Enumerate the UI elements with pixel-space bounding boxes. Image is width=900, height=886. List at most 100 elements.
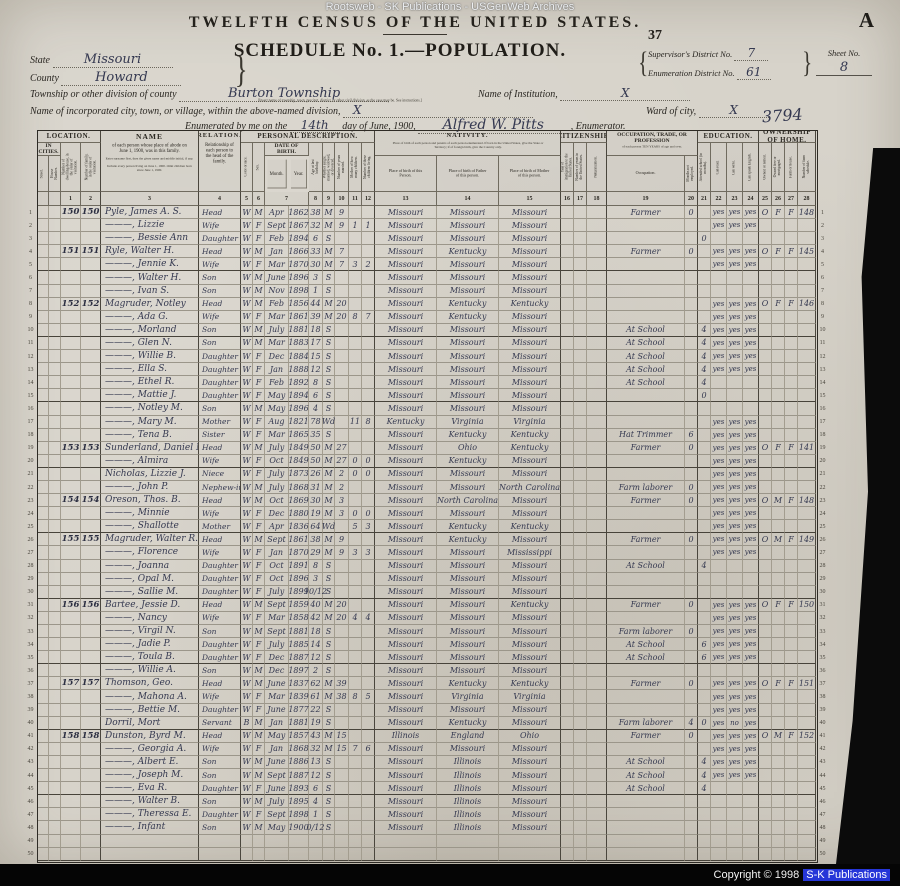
r47-relation: Daughter	[199, 808, 241, 822]
r26-naturalization	[587, 533, 607, 547]
r38-marital: M	[323, 690, 335, 704]
r35-birthplace: Missouri	[375, 651, 437, 665]
r4-birth-year: 1866	[288, 245, 309, 259]
r16-years-married	[335, 402, 349, 416]
r12-owned-rented	[759, 350, 772, 364]
r49-mother-birthplace	[499, 834, 561, 848]
r17-years-married	[335, 415, 349, 429]
r49-marital	[323, 834, 335, 848]
r44-owned-rented	[759, 769, 772, 783]
nativity-title: NATIVITY.	[446, 132, 489, 139]
r22-owned-rented	[759, 480, 772, 495]
r12-can-write: yes	[727, 350, 743, 364]
r30-house	[49, 585, 61, 599]
r34-months-not-employed	[685, 638, 698, 652]
r25-birthplace: Missouri	[375, 520, 437, 534]
r50-years-married	[335, 847, 349, 861]
city-field: Name of incorporated city, town, or vill…	[30, 103, 534, 118]
r50-owned-rented	[759, 847, 772, 861]
r16-marital: S	[323, 402, 335, 416]
r18-children-living	[362, 428, 375, 442]
r20-dwelling	[61, 454, 81, 468]
r2-months-not-employed	[685, 219, 698, 233]
row-number: 4	[29, 248, 32, 255]
r33-family	[81, 625, 101, 639]
r5-can-write: yes	[727, 258, 743, 272]
r49-years-married	[335, 834, 349, 848]
r13-birth-month: Jan	[265, 363, 289, 377]
row-number: 17	[819, 419, 826, 426]
colnum-3: 3	[101, 192, 199, 206]
r4-family: 151	[81, 245, 101, 259]
relation-desc: Relationship of each person to the head …	[205, 143, 234, 164]
r20-free-mortgaged	[772, 454, 785, 468]
r2-color: W	[241, 219, 253, 233]
r5-years-married: 7	[335, 258, 349, 272]
r34-can-read: yes	[711, 638, 727, 652]
r15-street	[37, 389, 49, 403]
r41-free-mortgaged: M	[772, 729, 785, 743]
r46-occupation	[607, 795, 685, 809]
r26-father-birthplace: Kentucky	[437, 533, 499, 547]
row-number: 39	[819, 707, 826, 714]
r6-house	[49, 271, 61, 285]
r47-occupation	[607, 808, 685, 822]
r19-father-birthplace: Ohio	[437, 441, 499, 455]
r30-naturalization	[587, 585, 607, 599]
r26-marital: M	[323, 533, 335, 547]
r3-street	[37, 232, 49, 246]
r3-birth-year: 1894	[288, 232, 309, 246]
r38-dwelling	[61, 690, 81, 704]
r20-father-birthplace: Kentucky	[437, 454, 499, 468]
r48-can-write	[727, 821, 743, 835]
r4-can-write: yes	[727, 245, 743, 259]
r50-free-mortgaged	[772, 847, 785, 861]
r20-family	[81, 454, 101, 468]
table-row: 35 ———, Toula B. Daughter W F Dec 1887 12 S Misso…	[24, 651, 829, 665]
r22-birth-year: 1868	[288, 480, 309, 495]
r40-can-read: yes	[711, 716, 727, 730]
r46-free-mortgaged	[772, 795, 785, 809]
r34-occupation: At School	[607, 638, 685, 652]
r3-name: ———, Bessie Ann	[101, 232, 199, 246]
r48-can-speak-english	[743, 821, 759, 835]
r12-age: 15	[309, 350, 323, 364]
r10-immigration-year	[561, 323, 574, 337]
r8-family: 152	[81, 297, 101, 311]
r31-years-in-us	[574, 598, 587, 612]
r46-house	[49, 795, 61, 809]
state-field: State Missouri	[30, 52, 173, 68]
r5-naturalization	[587, 258, 607, 272]
r10-birth-month: July	[265, 323, 289, 337]
r37-children-living	[362, 677, 375, 691]
r47-street	[37, 808, 49, 822]
r3-naturalization	[587, 232, 607, 246]
r11-marital: S	[323, 336, 335, 351]
r26-immigration-year	[561, 533, 574, 547]
r48-name: ———, Infant	[101, 821, 199, 835]
r14-owned-rented	[759, 376, 772, 390]
r14-house	[49, 376, 61, 390]
r25-father-birthplace: Kentucky	[437, 520, 499, 534]
institution-value: X	[560, 86, 691, 101]
r47-can-read	[711, 808, 727, 822]
r44-father-birthplace: Illinois	[437, 769, 499, 783]
r4-years-married: 7	[335, 245, 349, 259]
r39-can-write: yes	[727, 703, 743, 717]
r15-father-birthplace: Missouri	[437, 389, 499, 403]
r45-birth-month: June	[265, 782, 289, 796]
r12-can-speak-english: yes	[743, 350, 759, 364]
r6-free-mortgaged	[772, 271, 785, 285]
r44-children-living	[362, 769, 375, 783]
r38-owned-rented	[759, 690, 772, 704]
r26-age: 38	[309, 533, 323, 547]
r27-owned-rented	[759, 546, 772, 560]
r41-years-in-us	[574, 729, 587, 743]
r28-school-months: 4	[698, 559, 711, 573]
r35-street	[37, 651, 49, 665]
table-row: 22———, John P.Nephew-in-lawWMJuly186831M…	[24, 480, 829, 495]
r50-mother-of	[349, 847, 362, 861]
r15-farm-schedule	[798, 389, 816, 403]
r37-years-in-us	[574, 677, 587, 691]
r41-can-write: yes	[727, 729, 743, 743]
